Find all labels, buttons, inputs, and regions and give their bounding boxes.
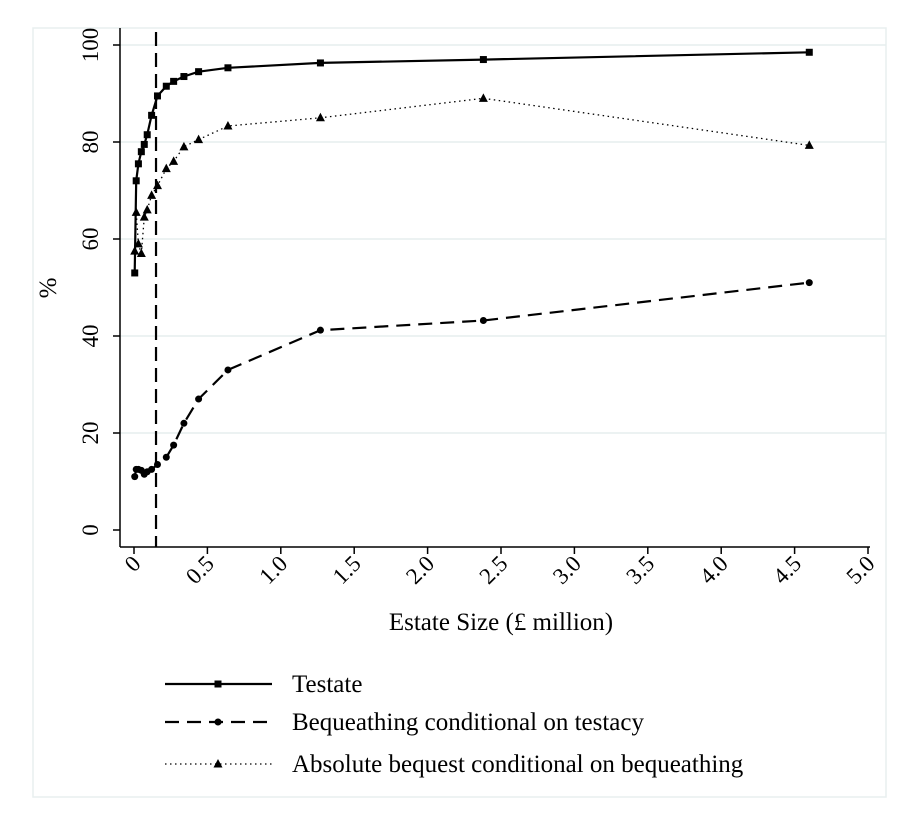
- data-point-triangle: [169, 156, 179, 165]
- grid-lines: [120, 44, 886, 434]
- outer-frame: [32, 27, 887, 798]
- data-point-square: [148, 111, 156, 119]
- data-point-square: [153, 92, 161, 100]
- data-point-square: [479, 56, 487, 64]
- data-point-circle: [153, 461, 161, 469]
- data-point-triangle: [142, 204, 152, 214]
- data-point-square: [214, 680, 222, 688]
- data-point-square: [180, 73, 188, 81]
- data-point-triangle: [133, 238, 143, 248]
- legend: Testate Bequeathing conditional on testac…: [165, 671, 744, 778]
- data-point-square: [134, 160, 142, 168]
- data-point-square: [805, 48, 813, 56]
- series-1: [131, 48, 813, 277]
- data-point-square: [195, 68, 203, 76]
- data-point-square: [132, 177, 140, 185]
- data-point-square: [137, 148, 145, 156]
- data-point-triangle: [161, 163, 171, 173]
- data-point-square: [143, 131, 151, 139]
- data-point-triangle: [213, 759, 223, 768]
- data-point-circle: [195, 395, 203, 403]
- legend-label: Bequeathing conditional on testacy: [292, 709, 644, 736]
- data-point-square: [170, 77, 178, 85]
- axes: [113, 28, 870, 554]
- y-tick-label: 80: [78, 131, 103, 154]
- data-point-triangle: [139, 212, 149, 221]
- legend-item-3: Absolute bequest conditional on bequeath…: [165, 751, 744, 778]
- y-axis-title: %: [35, 278, 62, 299]
- data-point-triangle: [152, 180, 162, 190]
- data-point-circle: [316, 326, 324, 334]
- data-point-triangle: [804, 140, 814, 149]
- series-group: [130, 48, 814, 481]
- data-point-triangle: [130, 246, 140, 255]
- data-point-triangle: [147, 190, 157, 199]
- data-point-circle: [148, 465, 156, 473]
- series-3: [130, 93, 814, 258]
- x-axis-title: Estate Size (£ million): [389, 609, 613, 636]
- series-line: [134, 97, 810, 255]
- data-point-square: [131, 269, 139, 277]
- legend-item-2: Bequeathing conditional on testacy: [165, 709, 644, 736]
- data-point-circle: [214, 718, 222, 726]
- data-point-triangle: [136, 248, 146, 258]
- data-point-triangle: [179, 141, 189, 151]
- y-tick-label: 40: [78, 325, 103, 348]
- legend-item-1: Testate: [165, 671, 362, 698]
- data-point-circle: [170, 441, 178, 449]
- y-tick-label: 20: [78, 422, 103, 445]
- y-tick-label: 60: [78, 228, 103, 251]
- data-point-circle: [224, 366, 232, 374]
- data-point-triangle: [223, 120, 233, 130]
- series-2: [131, 279, 813, 481]
- legend-label: Absolute bequest conditional on bequeath…: [292, 751, 744, 778]
- data-point-circle: [479, 316, 487, 324]
- y-tick-label: 0: [78, 524, 103, 536]
- data-point-circle: [805, 279, 813, 287]
- data-point-triangle: [478, 93, 488, 102]
- data-point-circle: [131, 473, 139, 481]
- data-point-triangle: [131, 207, 141, 216]
- legend-label: Testate: [292, 671, 362, 698]
- data-point-circle: [162, 453, 170, 461]
- y-tick-label: 100: [78, 28, 103, 63]
- data-point-square: [140, 140, 148, 148]
- data-point-circle: [180, 419, 188, 427]
- data-point-triangle: [194, 134, 204, 144]
- data-point-square: [162, 82, 170, 90]
- data-point-square: [316, 59, 324, 67]
- data-point-triangle: [315, 112, 325, 122]
- data-point-square: [224, 64, 232, 72]
- series-line: [133, 51, 810, 273]
